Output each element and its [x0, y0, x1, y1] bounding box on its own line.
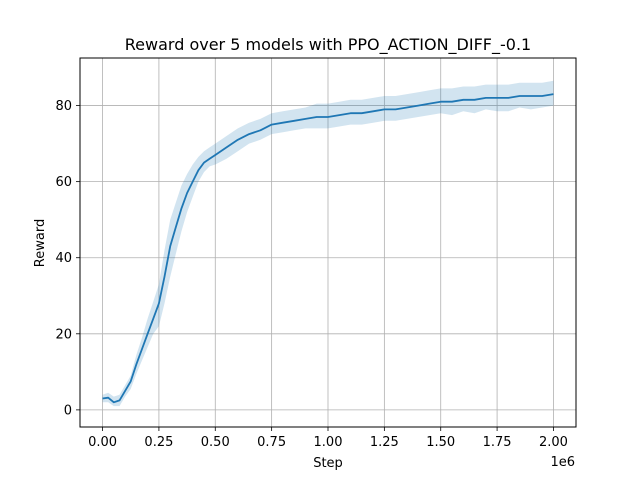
- mean-line-layer: [102, 93, 554, 404]
- grid-lines: [80, 58, 576, 427]
- x-tick-label: 1.50: [426, 435, 455, 450]
- y-tick-label: 40: [55, 251, 72, 266]
- y-axis-label: Reward: [33, 219, 48, 267]
- y-tick-label: 0: [64, 403, 72, 418]
- x-axis-label: Step: [313, 456, 343, 471]
- x-tick-label: 0.00: [88, 435, 117, 450]
- x-tick-label: 0.75: [257, 435, 286, 450]
- x-tick-label: 1.00: [314, 435, 343, 450]
- mean-reward-line: [102, 93, 554, 404]
- x-axis-offset-label: 1e6: [550, 455, 575, 470]
- y-tick-label: 20: [55, 327, 72, 342]
- x-tick-label: 0.25: [144, 435, 173, 450]
- confidence-band: [102, 80, 554, 407]
- x-tick-label: 1.75: [483, 435, 512, 450]
- x-tick-label: 1.25: [370, 435, 399, 450]
- chart-title: Reward over 5 models with PPO_ACTION_DIF…: [125, 35, 531, 55]
- confidence-band-layer: [102, 80, 554, 407]
- y-tick-label: 60: [55, 175, 72, 190]
- x-tick-label: 0.50: [201, 435, 230, 450]
- x-axis-ticks: 0.00 0.25 0.50 0.75 1.00 1.25 1.50 1.75 2.00: [88, 427, 568, 450]
- x-tick-label: 2.00: [539, 435, 568, 450]
- y-tick-label: 80: [55, 99, 72, 114]
- y-axis-ticks: 0 20 40 60 80: [55, 99, 80, 418]
